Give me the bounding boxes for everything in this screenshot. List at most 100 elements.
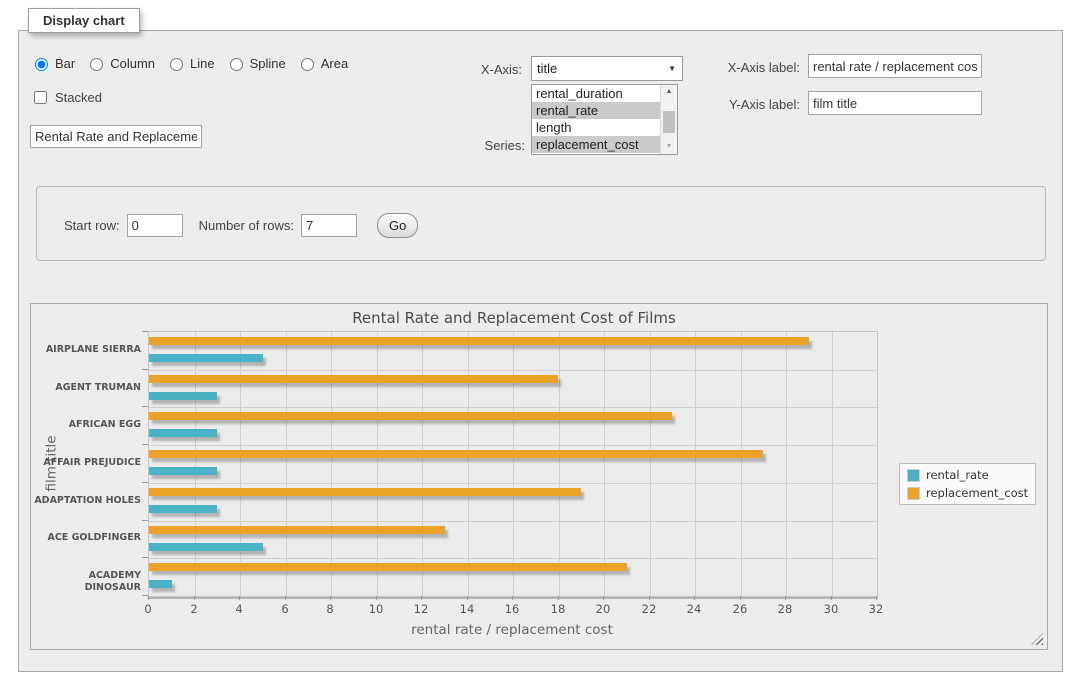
x-tick-mark (239, 596, 240, 600)
gridline-vertical (286, 332, 287, 596)
x-axis-select-wrap: title ▼ (531, 56, 683, 81)
x-tick-mark (876, 596, 877, 600)
chart-type-radio-line[interactable] (170, 58, 183, 71)
gridline-horizontal (149, 407, 877, 408)
x-tick-mark (194, 596, 195, 600)
x-tick-mark (649, 596, 650, 600)
x-tick-label: 8 (315, 602, 345, 616)
chart-type-label: Area (321, 56, 348, 71)
chart-type-option-column[interactable]: Column (85, 55, 155, 71)
category-label: AFFAIR PREJUDICE (31, 457, 141, 469)
x-tick-label: 22 (634, 602, 664, 616)
scrollbar-thumb[interactable] (663, 111, 675, 133)
chart-type-option-area[interactable]: Area (296, 55, 348, 71)
x-tick-mark (467, 596, 468, 600)
gridline-vertical (559, 332, 560, 596)
page: Display chart Bar Column Line Spline Area St… (0, 0, 1081, 681)
category-label: ADAPTATION HOLES (31, 495, 141, 507)
start-row-input[interactable] (127, 214, 183, 237)
chart-type-radio-column[interactable] (90, 58, 103, 71)
bar-replacement_cost-airplane-sierra (149, 337, 809, 345)
chart-title: Rental Rate and Replacement Cost of Film… (31, 309, 997, 327)
gridline-horizontal (149, 558, 877, 559)
y-axis-label-input[interactable] (808, 91, 982, 115)
listbox-scrollbar[interactable]: ▲ ▼ (660, 85, 677, 154)
gridline-vertical (331, 332, 332, 596)
bar-replacement_cost-affair-prejudice (149, 450, 763, 458)
series-option-rental_rate[interactable]: rental_rate (532, 102, 660, 119)
series-label: Series: (440, 138, 525, 153)
x-tick-label: 24 (679, 602, 709, 616)
chart-type-radio-spline[interactable] (230, 58, 243, 71)
chart-type-option-line[interactable]: Line (165, 55, 215, 71)
chart-type-option-spline[interactable]: Spline (225, 55, 286, 71)
bar-rental_rate-agent-truman (149, 392, 217, 400)
chart-type-label: Bar (55, 56, 75, 71)
gridline-vertical (832, 332, 833, 596)
x-tick-mark (421, 596, 422, 600)
row-range-panel: Start row: Number of rows: Go (36, 186, 1046, 261)
chart-type-radio-area[interactable] (301, 58, 314, 71)
x-tick-label: 0 (133, 602, 163, 616)
gridline-vertical (786, 332, 787, 596)
bar-rental_rate-airplane-sierra (149, 354, 263, 362)
gridline-vertical (240, 332, 241, 596)
y-tick-mark (142, 482, 148, 483)
x-tick-label: 12 (406, 602, 436, 616)
series-option-length[interactable]: length (532, 119, 660, 136)
gridline-horizontal (149, 445, 877, 446)
x-axis-label-input[interactable] (808, 54, 982, 78)
bar-replacement_cost-african-egg (149, 412, 672, 420)
category-label: AFRICAN EGG (31, 419, 141, 431)
bar-rental_rate-academy-dinosaur (149, 580, 172, 588)
gridline-horizontal (149, 483, 877, 484)
fieldset-legend: Display chart (28, 8, 140, 33)
legend-swatch-rental_rate (907, 469, 920, 482)
stacked-checkbox[interactable] (34, 91, 47, 104)
scroll-down-icon[interactable]: ▼ (661, 140, 677, 154)
x-tick-label: 14 (452, 602, 482, 616)
num-rows-input[interactable] (301, 214, 357, 237)
gridline-vertical (604, 332, 605, 596)
x-axis-select[interactable]: title (531, 56, 683, 81)
legend-swatch-replacement_cost (907, 487, 920, 500)
gridline-vertical (377, 332, 378, 596)
gridline-horizontal (149, 370, 877, 371)
x-tick-mark (603, 596, 604, 600)
chart-type-label: Column (110, 56, 155, 71)
gridline-vertical (695, 332, 696, 596)
resize-grip-icon[interactable] (1031, 633, 1043, 645)
go-button[interactable]: Go (377, 213, 418, 238)
chart-title-input[interactable] (30, 125, 202, 148)
y-tick-mark (142, 444, 148, 445)
x-tick-mark (330, 596, 331, 600)
y-tick-mark (142, 369, 148, 370)
x-tick-label: 10 (361, 602, 391, 616)
plot-area (148, 331, 878, 597)
series-listbox[interactable]: rental_durationrental_ratelengthreplacem… (531, 84, 678, 155)
series-option-rental_duration[interactable]: rental_duration (532, 85, 660, 102)
legend-entry-rental_rate: rental_rate (907, 468, 1028, 482)
gridline-horizontal (149, 521, 877, 522)
x-axis-line (148, 597, 878, 599)
scroll-up-icon[interactable]: ▲ (661, 85, 677, 99)
x-tick-mark (558, 596, 559, 600)
x-tick-mark (740, 596, 741, 600)
bar-rental_rate-adaptation-holes (149, 505, 217, 513)
chart-type-option-bar[interactable]: Bar (30, 55, 75, 71)
chart-legend: rental_ratereplacement_cost (899, 463, 1036, 505)
x-axis-label-field-label: X-Axis label: (697, 60, 800, 75)
x-tick-mark (694, 596, 695, 600)
x-axis-select-label: X-Axis: (430, 62, 522, 77)
x-tick-label: 6 (270, 602, 300, 616)
category-label: AIRPLANE SIERRA (31, 344, 141, 356)
stacked-checkbox-row: Stacked (30, 88, 102, 107)
bar-rental_rate-affair-prejudice (149, 467, 217, 475)
chart-type-radio-bar[interactable] (35, 58, 48, 71)
y-tick-mark (142, 331, 148, 332)
category-label: AGENT TRUMAN (31, 382, 141, 394)
gridline-vertical (195, 332, 196, 596)
bar-rental_rate-ace-goldfinger (149, 543, 263, 551)
bar-replacement_cost-agent-truman (149, 375, 558, 383)
series-option-replacement_cost[interactable]: replacement_cost (532, 136, 660, 153)
